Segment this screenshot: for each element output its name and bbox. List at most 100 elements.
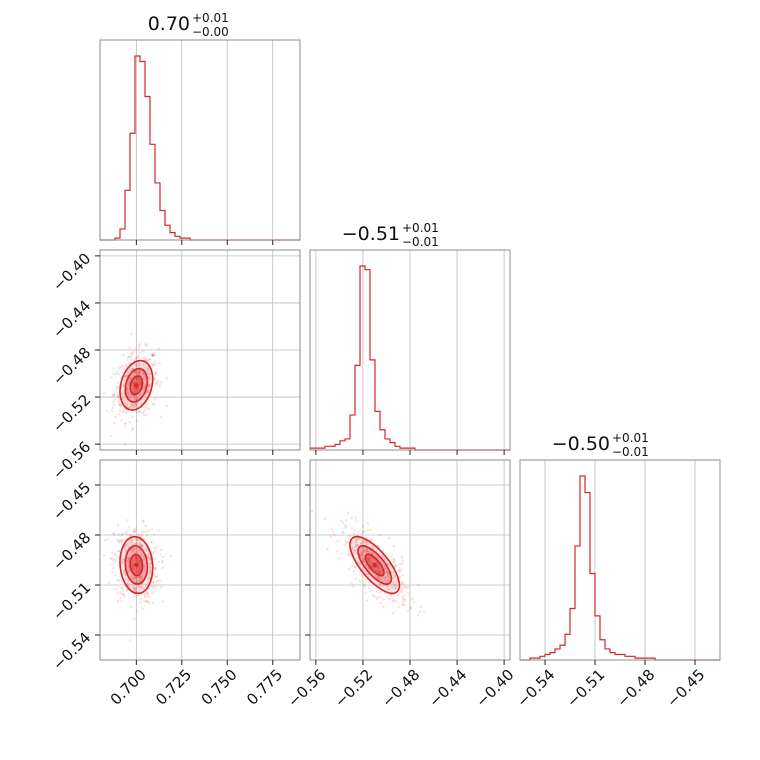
- pair-0-sample: [127, 395, 131, 398]
- pair-2-sample: [375, 569, 379, 572]
- pair-2-sample: [350, 526, 354, 530]
- pair-2-sample: [361, 530, 365, 534]
- pair-1-sample: [137, 593, 141, 597]
- pair-0-sample: [123, 401, 127, 405]
- pair-2-sample: [355, 543, 358, 547]
- pair-1-sample: [138, 560, 141, 563]
- pair-0-sample: [153, 360, 157, 364]
- pair-1-sample: [136, 576, 140, 580]
- pair-0-sample: [151, 354, 155, 358]
- pair-1-sample: [132, 566, 135, 570]
- pair-0-sample: [139, 401, 143, 404]
- pair-0-sample: [134, 347, 138, 351]
- pair-0-sample: [150, 353, 154, 356]
- pair-2-peak: [372, 562, 377, 568]
- pair-0-sample: [143, 385, 147, 389]
- pair-0-sample: [142, 388, 146, 391]
- pair-0-sample: [130, 352, 134, 356]
- pair-2-sample: [340, 552, 343, 555]
- pair-2-sample: [359, 553, 363, 557]
- pair-2-sample: [358, 537, 361, 541]
- pair-1-sample: [146, 555, 150, 559]
- pair-1-sample: [121, 592, 125, 596]
- pair-2-sample: [385, 571, 388, 574]
- pair-2-sample: [391, 586, 394, 589]
- pair-0-sample: [126, 355, 130, 359]
- pair-1-sample: [127, 557, 130, 560]
- pair-0-sample: [125, 387, 129, 390]
- pair-1-sample: [133, 576, 136, 580]
- pair-0-sample: [116, 393, 119, 397]
- pair-1-sample: [122, 593, 125, 597]
- pair-0-sample: [130, 332, 133, 336]
- pair-1-sample: [140, 544, 143, 548]
- pair-2-sample: [386, 575, 390, 578]
- pair-0-sample: [146, 392, 149, 395]
- pair-0-sample: [146, 368, 150, 371]
- pair-2-sample: [367, 550, 370, 553]
- pair-0-sample: [138, 393, 141, 397]
- pair-0-sample: [144, 342, 148, 346]
- param-2-xtick-label-3: −0.45: [663, 666, 708, 711]
- pair-1-sample: [141, 530, 144, 534]
- pair-0-sample: [145, 370, 149, 374]
- pair-2-sample: [366, 547, 369, 551]
- pair-1-sample: [143, 564, 146, 568]
- pair-2-sample: [378, 582, 382, 586]
- pair-1-sample: [145, 533, 149, 537]
- pair-0-sample: [124, 364, 128, 367]
- pair-2-sample: [353, 566, 357, 569]
- pair-1-sample: [161, 600, 164, 603]
- pair-1-sample: [112, 533, 116, 537]
- hist-panel-0: 0.70 +0.01−0.00: [99, 11, 301, 245]
- pair-0-sample: [136, 386, 139, 390]
- pair-2-sample: [351, 546, 355, 550]
- pair-0-sample: [133, 403, 136, 406]
- pair-1-sample: [137, 585, 141, 588]
- pair-0-sample: [148, 377, 152, 381]
- pair-0-sample: [142, 405, 146, 409]
- pair-2-sample: [381, 583, 385, 587]
- pair-1-sample: [149, 570, 152, 574]
- pair-2-sample: [350, 564, 354, 567]
- pair-2-sample: [379, 591, 382, 594]
- pair-1-sample: [151, 580, 154, 584]
- pair-1-sample: [157, 560, 161, 564]
- param-0-title-plus: +0.01: [192, 11, 229, 25]
- pair-2-sample: [350, 517, 353, 520]
- pair-1-sample: [149, 562, 152, 565]
- pair-1-sample: [136, 538, 139, 542]
- pair-2-sample: [332, 530, 335, 534]
- pair-panel-0-1: [95, 249, 301, 455]
- pair-1-sample: [135, 570, 139, 573]
- pair-0-sample: [138, 351, 141, 354]
- pair-0-sample: [132, 381, 136, 385]
- pair-0-sample: [134, 370, 137, 373]
- param-1-ytick-label-1: −0.52: [49, 391, 94, 436]
- pair-0-sample: [126, 409, 129, 413]
- pair-1-sample: [134, 556, 137, 559]
- pair-1-sample: [132, 529, 136, 533]
- pair-1-sample: [125, 519, 129, 522]
- pair-0-sample: [145, 358, 149, 362]
- pair-0-sample: [151, 353, 154, 357]
- pair-0-sample: [140, 411, 144, 415]
- pair-0-sample: [138, 369, 141, 373]
- pair-2-sample: [365, 540, 368, 544]
- pair-2-sample: [365, 547, 369, 550]
- pair-1-sample: [147, 572, 150, 576]
- pair-1-sample: [137, 563, 141, 567]
- pair-1-sample: [135, 580, 138, 583]
- pair-1-sample: [135, 557, 138, 561]
- pair-0-sample: [112, 393, 116, 397]
- pair-2-sample: [353, 529, 357, 532]
- pair-1-sample: [148, 566, 152, 569]
- pair-1-sample: [157, 528, 161, 532]
- pair-1-sample: [130, 539, 134, 542]
- pair-1-sample: [127, 579, 131, 583]
- pair-2-sample: [361, 524, 365, 528]
- pair-1-sample: [140, 575, 144, 578]
- pair-2-sample: [370, 560, 374, 564]
- pair-0-sample: [126, 392, 130, 396]
- pair-2-sample: [385, 584, 389, 587]
